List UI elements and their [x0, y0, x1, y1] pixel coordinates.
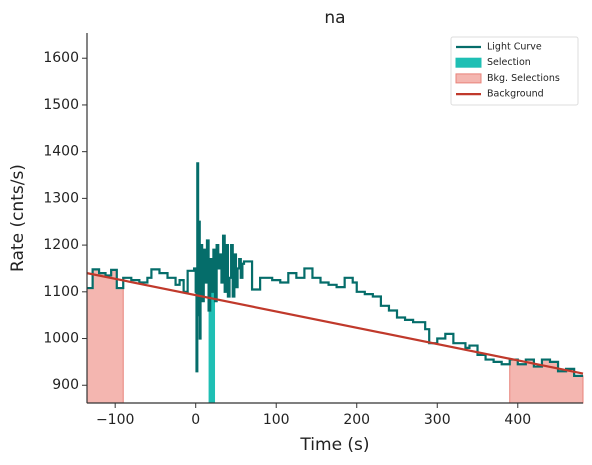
y-axis-label: Rate (cnts/s): [8, 164, 28, 272]
bkg-selection: [86, 268, 124, 404]
x-tick-label: 200: [343, 412, 370, 428]
x-tick-label: 300: [424, 412, 451, 428]
legend-label: Light Curve: [487, 42, 542, 53]
legend-swatch: [455, 57, 482, 68]
y-tick-label: 1500: [43, 97, 79, 113]
x-tick-label: 0: [191, 412, 200, 428]
y-tick-label: 1100: [43, 284, 79, 300]
chart-title: na: [324, 8, 345, 28]
background-line: [86, 272, 584, 375]
x-tick-label: 100: [263, 412, 290, 428]
y-tick-label: 1600: [43, 50, 79, 66]
y-tick-label: 1200: [43, 237, 79, 253]
legend-label: Selection: [487, 57, 531, 68]
legend-label: Background: [487, 89, 544, 100]
x-axis-label: Time (s): [299, 435, 369, 455]
y-tick-label: 1000: [43, 331, 79, 347]
y-tick-label: 900: [52, 377, 79, 393]
legend-box: [450, 36, 579, 106]
y-tick-label: 1400: [43, 144, 79, 160]
legend-swatch: [455, 73, 482, 84]
y-tick-label: 1300: [43, 190, 79, 206]
light-curve: [87, 162, 583, 378]
x-tick-label: −100: [96, 412, 134, 428]
x-tick-label: 400: [504, 412, 531, 428]
legend-label: Bkg. Selections: [487, 73, 560, 84]
